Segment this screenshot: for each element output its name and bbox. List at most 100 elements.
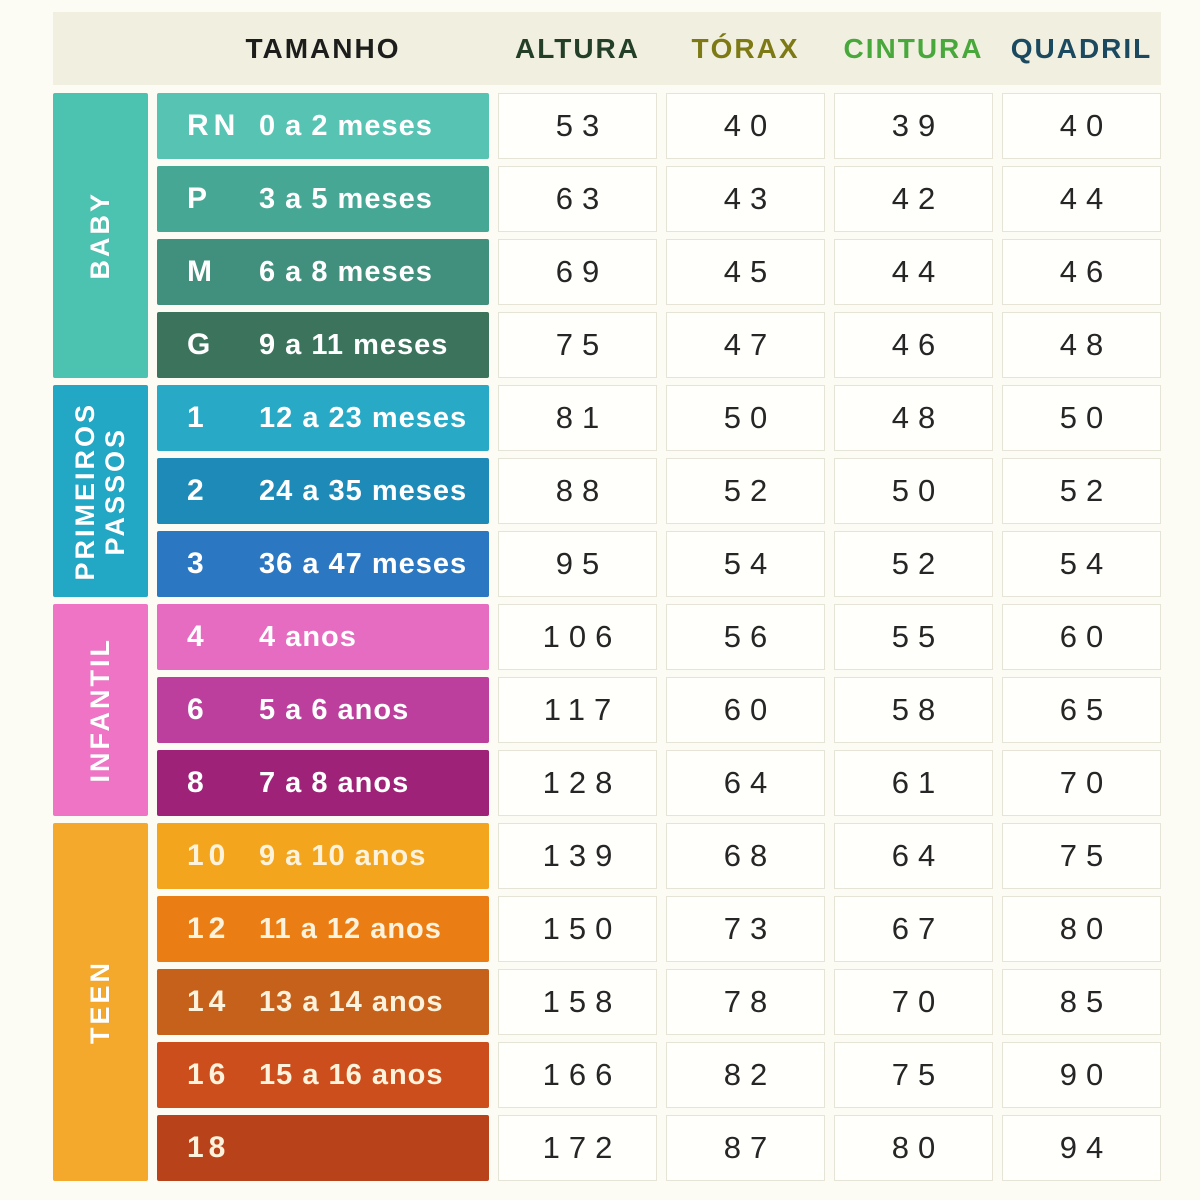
- measure-cell-torax: 43: [666, 166, 825, 232]
- size-label-bar: 3 36 a 47 meses: [157, 531, 489, 597]
- size-code: 8: [187, 766, 209, 799]
- measure-cell-quadril: 44: [1002, 166, 1161, 232]
- size-label-bar: G 9 a 11 meses: [157, 312, 489, 378]
- measure-cell-quadril: 48: [1002, 312, 1161, 378]
- column-header-quadril: QUADRIL: [1010, 32, 1153, 64]
- size-code: 16: [187, 1058, 231, 1091]
- measure-cell-torax: 82: [666, 1042, 825, 1108]
- size-label-bar: 6 5 a 6 anos: [157, 677, 489, 743]
- measure-cell-cintura: 80: [834, 1115, 993, 1181]
- measure-cell-altura: 88: [498, 458, 657, 524]
- measure-cell-torax: 68: [666, 823, 825, 889]
- size-code: 12: [187, 912, 231, 945]
- measure-cell-cintura: 39: [834, 93, 993, 159]
- measure-cell-altura: 139: [498, 823, 657, 889]
- age-range: 36 a 47 meses: [259, 547, 468, 580]
- measure-cell-cintura: 46: [834, 312, 993, 378]
- age-range: 3 a 5 meses: [259, 182, 433, 215]
- measure-cell-cintura: 52: [834, 531, 993, 597]
- age-range: 0 a 2 meses: [259, 109, 433, 142]
- measure-cell-cintura: 64: [834, 823, 993, 889]
- measure-cell-torax: 40: [666, 93, 825, 159]
- age-range: 24 a 35 meses: [259, 474, 468, 507]
- measure-cell-quadril: 40: [1002, 93, 1161, 159]
- measure-cell-altura: 106: [498, 604, 657, 670]
- size-label-bar: M 6 a 8 meses: [157, 239, 489, 305]
- column-header-tamanho: TAMANHO: [245, 32, 401, 64]
- size-code: G: [187, 328, 216, 361]
- measure-cell-altura: 172: [498, 1115, 657, 1181]
- age-range: 12 a 23 meses: [259, 401, 468, 434]
- age-range: 11 a 12 anos: [259, 912, 442, 945]
- group-sidebar-teen: TEEN: [53, 823, 148, 1181]
- size-code: M: [187, 255, 217, 288]
- column-header-cintura: CINTURA: [843, 32, 984, 64]
- measure-cell-quadril: 90: [1002, 1042, 1161, 1108]
- measure-cell-altura: 166: [498, 1042, 657, 1108]
- measure-cell-quadril: 80: [1002, 896, 1161, 962]
- size-label-bar: 2 24 a 35 meses: [157, 458, 489, 524]
- size-code: RN: [187, 109, 241, 142]
- measure-cell-quadril: 70: [1002, 750, 1161, 816]
- group-sidebar-primeiros-passos: PRIMEIROS PASSOS: [53, 385, 148, 597]
- measure-cell-torax: 52: [666, 458, 825, 524]
- column-header-altura: ALTURA: [514, 32, 640, 64]
- age-range: 13 a 14 anos: [259, 985, 444, 1018]
- measure-cell-torax: 47: [666, 312, 825, 378]
- size-label-bar: 14 13 a 14 anos: [157, 969, 489, 1035]
- age-range: 7 a 8 anos: [259, 766, 410, 799]
- measure-cell-quadril: 46: [1002, 239, 1161, 305]
- size-code: 2: [187, 474, 209, 507]
- table-header: TAMANHO ALTURA TÓRAX CINTURA QUADRIL: [53, 12, 1161, 85]
- size-code: 1: [187, 401, 209, 434]
- measure-cell-torax: 73: [666, 896, 825, 962]
- age-range: 4 anos: [259, 620, 357, 653]
- measure-cell-altura: 53: [498, 93, 657, 159]
- measure-cell-cintura: 48: [834, 385, 993, 451]
- measure-cell-quadril: 94: [1002, 1115, 1161, 1181]
- size-label-bar: 12 11 a 12 anos: [157, 896, 489, 962]
- group-label-baby: BABY: [85, 191, 116, 280]
- measure-cell-altura: 117: [498, 677, 657, 743]
- measure-cell-altura: 63: [498, 166, 657, 232]
- group-label-teen: TEEN: [85, 959, 116, 1044]
- size-code: 14: [187, 985, 231, 1018]
- size-label-bar: 1 12 a 23 meses: [157, 385, 489, 451]
- size-label-bar: 4 4 anos: [157, 604, 489, 670]
- size-label-bar: 8 7 a 8 anos: [157, 750, 489, 816]
- measure-cell-quadril: 54: [1002, 531, 1161, 597]
- age-range: 9 a 11 meses: [259, 328, 449, 361]
- size-label-bar: 18: [157, 1115, 489, 1181]
- measure-cell-torax: 87: [666, 1115, 825, 1181]
- measure-cell-torax: 60: [666, 677, 825, 743]
- measure-cell-torax: 56: [666, 604, 825, 670]
- measure-cell-cintura: 55: [834, 604, 993, 670]
- measure-cell-torax: 50: [666, 385, 825, 451]
- measure-cell-cintura: 67: [834, 896, 993, 962]
- size-label-bar: RN 0 a 2 meses: [157, 93, 489, 159]
- size-code: 4: [187, 620, 209, 653]
- measure-cell-quadril: 60: [1002, 604, 1161, 670]
- column-header-torax: TÓRAX: [691, 32, 800, 64]
- group-sidebar-baby: BABY: [53, 93, 148, 378]
- measure-cell-torax: 78: [666, 969, 825, 1035]
- measure-cell-cintura: 75: [834, 1042, 993, 1108]
- group-label-primeiros-passos: PRIMEIROS PASSOS: [70, 401, 131, 581]
- group-label-infantil: INFANTIL: [85, 637, 116, 783]
- measure-cell-altura: 150: [498, 896, 657, 962]
- size-code: 10: [187, 839, 231, 872]
- size-code: 18: [187, 1131, 231, 1164]
- measure-cell-altura: 95: [498, 531, 657, 597]
- measure-cell-altura: 128: [498, 750, 657, 816]
- measure-cell-torax: 64: [666, 750, 825, 816]
- measure-cell-altura: 69: [498, 239, 657, 305]
- measure-cell-cintura: 42: [834, 166, 993, 232]
- measure-cell-quadril: 65: [1002, 677, 1161, 743]
- size-code: P: [187, 182, 213, 215]
- size-label-bar: 10 9 a 10 anos: [157, 823, 489, 889]
- measure-cell-cintura: 61: [834, 750, 993, 816]
- size-label-bar: P 3 a 5 meses: [157, 166, 489, 232]
- group-sidebar-infantil: INFANTIL: [53, 604, 148, 816]
- measure-cell-altura: 81: [498, 385, 657, 451]
